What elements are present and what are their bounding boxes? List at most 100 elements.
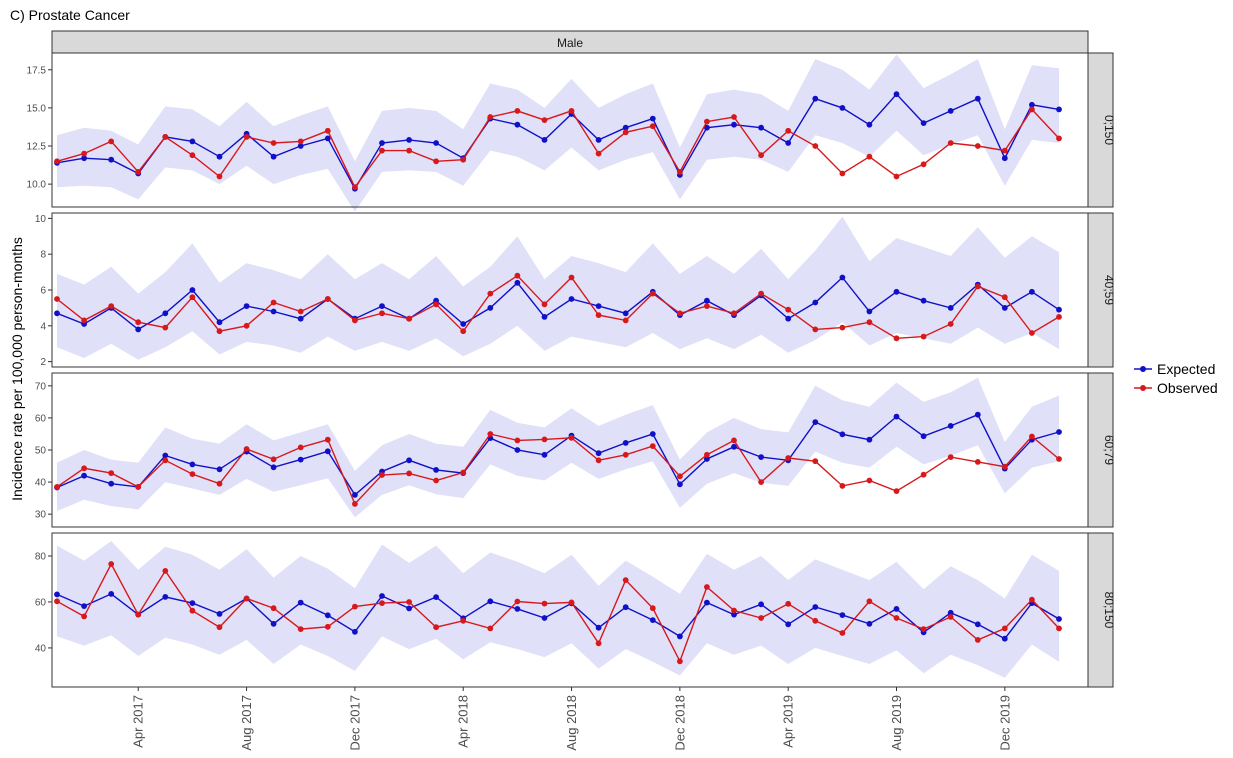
panel-0-observed-point-31 [893, 173, 900, 180]
panel-1-observed-point-30 [866, 319, 873, 326]
x-tick-label-5: Dec 2018 [672, 695, 687, 751]
panel-3-expected-point-20 [595, 624, 602, 631]
panel-0-expected-point-31 [893, 91, 900, 98]
panel-0-observed-point-27 [785, 127, 792, 134]
panel-0-expected-point-22 [649, 115, 656, 122]
panel-0-expected-point-33 [947, 108, 954, 114]
panel-3-observed-point-5 [189, 607, 196, 614]
panel-3-observed-point-29 [839, 630, 846, 636]
panel-2-observed-point-21 [622, 451, 629, 458]
panel-1-expected-point-16 [487, 305, 494, 311]
panel-0-observed-point-5 [189, 152, 196, 159]
y-axis-label: Incidence rate per 100,000 person-months [9, 237, 25, 501]
panel-2-expected-point-18 [541, 451, 548, 458]
panel-1-expected-point-27 [785, 315, 792, 322]
panel-2-facet-strip [1087, 372, 1114, 528]
panel-3-observed-point-22 [649, 605, 656, 612]
panel-2-expected-point-4 [162, 452, 169, 459]
x-tick-label-4: Aug 2018 [564, 695, 579, 751]
panel-3-expected-point-35 [1001, 635, 1008, 642]
panel-3-expected-point-25 [731, 611, 737, 618]
panel-1-observed-point-14 [433, 301, 439, 308]
panel-0-observed-point-14 [433, 158, 439, 165]
panel-0-expected-point-24 [704, 124, 710, 131]
panel-3-observed-point-3 [135, 611, 142, 618]
panel-2-expected-point-13 [406, 457, 412, 464]
facet-panels: 10.0 12.5 15.0 17.5 0;150 2 4 6 8 10 40;59 30 40 50 60… [27, 52, 1116, 688]
panel-3-observed-point-31 [893, 615, 900, 621]
panel-3-observed-point-19 [568, 599, 575, 606]
panel-0-expected-point-37 [1056, 106, 1062, 113]
panel-1-observed-point-22 [649, 290, 656, 297]
panel-3-expected-point-12 [379, 593, 385, 599]
panel-2-expected-point-31 [893, 413, 900, 420]
panel-3-expected-point-8 [270, 620, 277, 627]
panel-3-observed-point-7 [243, 595, 250, 602]
panel-1-y-tick-label-1: 4 [40, 321, 46, 332]
panel-2-expected-point-20 [595, 450, 602, 457]
panel-0-observed-point-4 [162, 134, 169, 140]
panel-1-facet-strip [1087, 212, 1114, 368]
panel-1-expected-point-5 [189, 287, 196, 293]
panel-2-expected-point-9 [297, 456, 304, 463]
panel-2-y-tick-label-0: 30 [35, 510, 47, 521]
panel-2-observed-point-9 [297, 444, 304, 451]
panel-1-y-tick-label-0: 2 [40, 357, 46, 368]
panel-2-observed-point-3 [135, 484, 142, 490]
panel-3-expected-point-37 [1056, 616, 1062, 622]
panel-2-observed-point-19 [568, 434, 575, 441]
panel-3-expected-point-24 [704, 599, 710, 606]
panel-0-expected-point-12 [379, 140, 385, 146]
panel-1-observed-point-12 [379, 310, 385, 317]
x-tick-label-6: Apr 2019 [781, 695, 796, 748]
legend-observed-label: Observed [1157, 380, 1218, 396]
panel-3-observed-point-37 [1056, 625, 1062, 632]
panel-0-observed-point-15 [460, 156, 467, 163]
panel-0-expected-point-6 [216, 153, 223, 160]
panel-0-expected-point-26 [758, 124, 764, 131]
panel-3-expected-point-14 [433, 594, 439, 600]
panel-0-expected-point-13 [406, 137, 412, 143]
panel-0-expected-point-10 [324, 135, 331, 142]
panel-2-observed-point-6 [216, 480, 223, 487]
panel-2-expected-point-11 [352, 492, 358, 498]
panel-2-observed-point-26 [758, 479, 764, 485]
panel-0-observed-point-22 [649, 123, 656, 130]
panel-0-observed-point-3 [135, 169, 142, 175]
panel-0-observed-point-6 [216, 173, 223, 180]
panel-0-expected-point-28 [812, 95, 819, 102]
panel-0-y-tick-label-2: 15.0 [27, 103, 47, 114]
panel-1-confidence-band [57, 216, 1059, 360]
panel-0-expected-point-27 [785, 140, 792, 146]
panel-2-expected-point-1 [81, 472, 87, 479]
panel-3-expected-point-28 [812, 604, 819, 610]
panel-0-observed-point-7 [243, 134, 250, 140]
panel-1-observed-point-4 [162, 324, 169, 331]
panel-1-expected-point-3 [135, 326, 142, 333]
panel-2-observed-point-28 [812, 458, 819, 465]
panel-1-observed-point-2 [108, 303, 115, 309]
panel-1-expected-point-29 [839, 274, 846, 281]
panel-1-expected-point-7 [243, 303, 250, 309]
panel-2-observed-point-34 [974, 459, 981, 465]
panel-1-expected-point-33 [947, 305, 954, 311]
panel-2-expected-point-21 [622, 440, 629, 446]
panel-0-expected-point-2 [108, 156, 115, 163]
panel-0-observed-point-37 [1056, 135, 1062, 142]
panel-0: 10.0 12.5 15.0 17.5 0;150 [27, 52, 1116, 212]
panel-2-expected-point-30 [866, 436, 873, 443]
panel-1-expected-point-37 [1056, 306, 1062, 313]
panel-0-expected-point-30 [866, 121, 873, 128]
panel-1-y-tick-label-4: 10 [35, 214, 47, 225]
panel-1-observed-point-13 [406, 315, 412, 322]
panel-0-observed-point-26 [758, 152, 764, 159]
panel-0-expected-point-18 [541, 137, 548, 143]
panel-2-observed-point-31 [893, 488, 900, 494]
panel-1-expected-point-32 [920, 297, 927, 304]
x-tick-label-8: Dec 2019 [997, 695, 1012, 751]
panel-1-observed-point-7 [243, 322, 250, 329]
panel-3-observed-point-20 [595, 640, 602, 647]
panel-1-observed-point-5 [189, 294, 196, 301]
panel-0-expected-point-20 [595, 137, 602, 143]
panel-1-observed-point-0 [54, 296, 60, 302]
